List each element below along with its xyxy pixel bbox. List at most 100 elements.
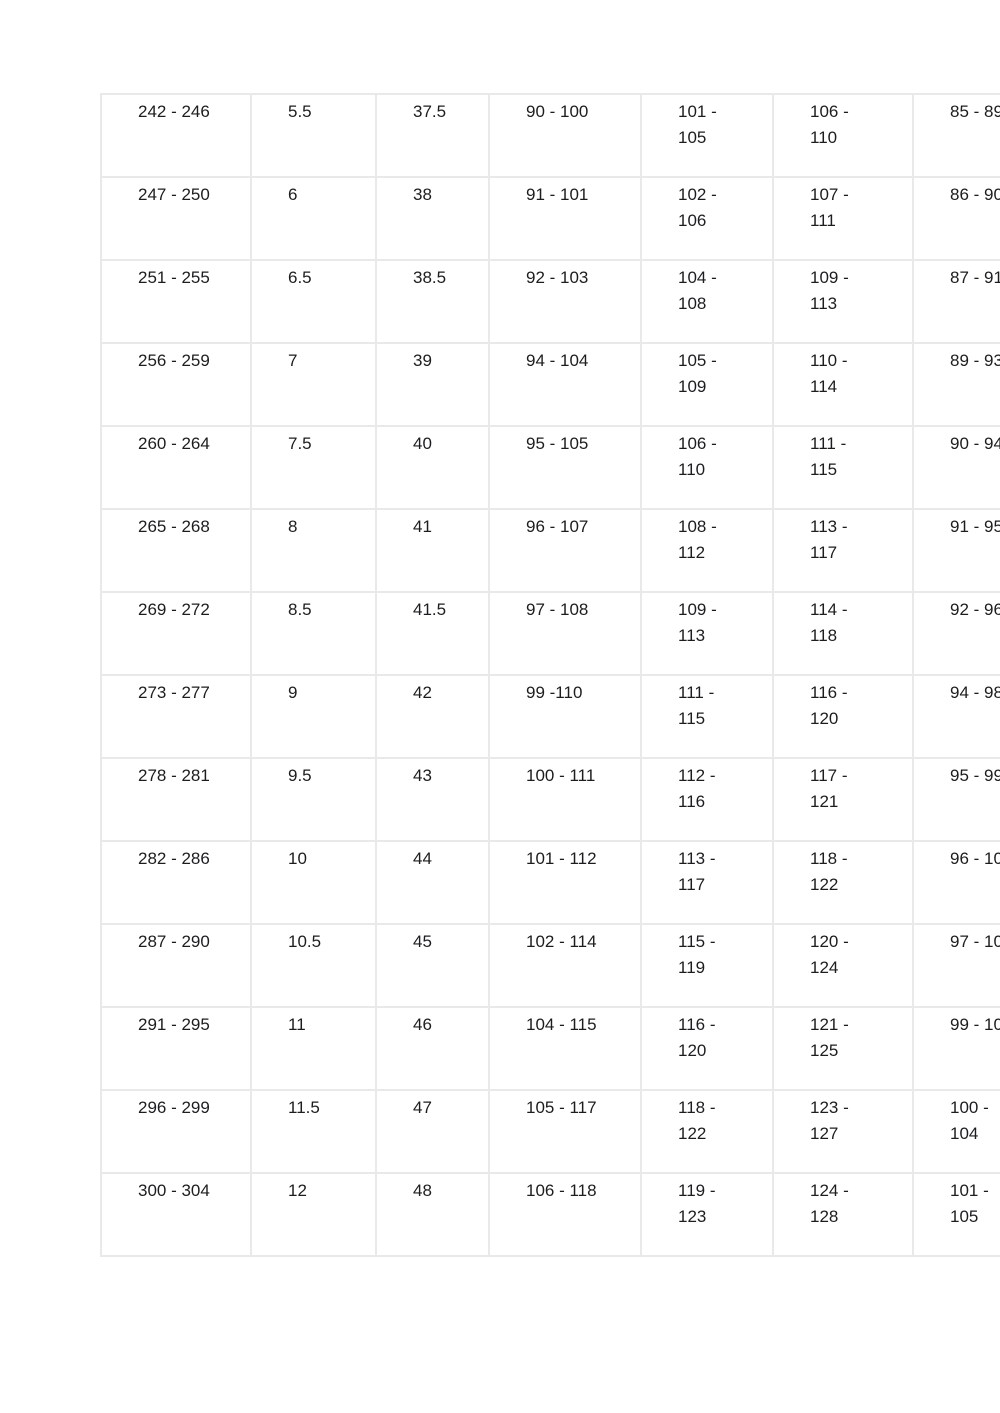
table-row: 300 - 304 12 48 106 - 118 119 - 123 124 … — [100, 1172, 1000, 1257]
table-cell: 111 - 115 — [640, 674, 774, 759]
table-cell: 96 - 100 — [912, 840, 1000, 925]
table-cell: 94 - 98 — [912, 674, 1000, 759]
table-row: 242 - 246 5.5 37.5 90 - 100 101 - 105 10… — [100, 93, 1000, 178]
table-cell: 8 — [250, 508, 377, 593]
table-cell: 42 — [375, 674, 490, 759]
table-cell: 39 — [375, 342, 490, 427]
table-row: 269 - 272 8.5 41.5 97 - 108 109 - 113 11… — [100, 591, 1000, 676]
table-row: 251 - 255 6.5 38.5 92 - 103 104 - 108 10… — [100, 259, 1000, 344]
table-cell: 89 - 93 — [912, 342, 1000, 427]
table-row: 278 - 281 9.5 43 100 - 111 112 - 116 117… — [100, 757, 1000, 842]
table-cell: 9.5 — [250, 757, 377, 842]
table-cell: 91 - 95 — [912, 508, 1000, 593]
table-cell: 106 - 118 — [488, 1172, 642, 1257]
table-cell: 104 - 115 — [488, 1006, 642, 1091]
table-cell: 111 - 115 — [772, 425, 914, 510]
table-cell: 109 - 113 — [772, 259, 914, 344]
table-cell: 296 - 299 — [100, 1089, 252, 1174]
table-cell: 7.5 — [250, 425, 377, 510]
table-row: 247 - 250 6 38 91 - 101 102 - 106 107 - … — [100, 176, 1000, 261]
table-row: 291 - 295 11 46 104 - 115 116 - 120 121 … — [100, 1006, 1000, 1091]
table-cell: 265 - 268 — [100, 508, 252, 593]
table-cell: 105 - 117 — [488, 1089, 642, 1174]
table-cell: 116 - 120 — [640, 1006, 774, 1091]
table-cell: 260 - 264 — [100, 425, 252, 510]
table-cell: 7 — [250, 342, 377, 427]
table-cell: 6.5 — [250, 259, 377, 344]
table-cell: 242 - 246 — [100, 93, 252, 178]
table-cell: 109 - 113 — [640, 591, 774, 676]
table-cell: 90 - 100 — [488, 93, 642, 178]
table-cell: 105 - 109 — [640, 342, 774, 427]
table-cell: 101 - 105 — [912, 1172, 1000, 1257]
table-cell: 251 - 255 — [100, 259, 252, 344]
table-cell: 41 — [375, 508, 490, 593]
table-cell: 287 - 290 — [100, 923, 252, 1008]
table-cell: 110 - 114 — [772, 342, 914, 427]
table-cell: 9 — [250, 674, 377, 759]
table-cell: 86 - 90 — [912, 176, 1000, 261]
table-cell: 291 - 295 — [100, 1006, 252, 1091]
table-cell: 269 - 272 — [100, 591, 252, 676]
table-cell: 90 - 94 — [912, 425, 1000, 510]
table-row: 282 - 286 10 44 101 - 112 113 - 117 118 … — [100, 840, 1000, 925]
table-cell: 106 - 110 — [772, 93, 914, 178]
table-cell: 104 - 108 — [640, 259, 774, 344]
table-cell: 106 - 110 — [640, 425, 774, 510]
table-cell: 38 — [375, 176, 490, 261]
table-cell: 101 - 105 — [640, 93, 774, 178]
table-cell: 101 - 112 — [488, 840, 642, 925]
table-cell: 273 - 277 — [100, 674, 252, 759]
table-cell: 247 - 250 — [100, 176, 252, 261]
table-cell: 99 - 103 — [912, 1006, 1000, 1091]
table-cell: 97 - 108 — [488, 591, 642, 676]
table-cell: 38.5 — [375, 259, 490, 344]
table-cell: 113 - 117 — [640, 840, 774, 925]
table-cell: 48 — [375, 1172, 490, 1257]
table-cell: 94 - 104 — [488, 342, 642, 427]
table-cell: 100 - 104 — [912, 1089, 1000, 1174]
table-row: 265 - 268 8 41 96 - 107 108 - 112 113 - … — [100, 508, 1000, 593]
table-cell: 95 - 105 — [488, 425, 642, 510]
table-cell: 99 -110 — [488, 674, 642, 759]
table-cell: 44 — [375, 840, 490, 925]
table-cell: 121 - 125 — [772, 1006, 914, 1091]
table-cell: 92 - 96 — [912, 591, 1000, 676]
table-row: 273 - 277 9 42 99 -110 111 - 115 116 - 1… — [100, 674, 1000, 759]
data-table: 242 - 246 5.5 37.5 90 - 100 101 - 105 10… — [100, 93, 1000, 1257]
table-cell: 45 — [375, 923, 490, 1008]
table-cell: 118 - 122 — [772, 840, 914, 925]
table-cell: 5.5 — [250, 93, 377, 178]
table-cell: 116 - 120 — [772, 674, 914, 759]
table-cell: 96 - 107 — [488, 508, 642, 593]
table-cell: 119 - 123 — [640, 1172, 774, 1257]
table-cell: 46 — [375, 1006, 490, 1091]
table-cell: 91 - 101 — [488, 176, 642, 261]
table-cell: 115 - 119 — [640, 923, 774, 1008]
table-cell: 117 - 121 — [772, 757, 914, 842]
table-cell: 47 — [375, 1089, 490, 1174]
table-cell: 37.5 — [375, 93, 490, 178]
table-cell: 120 - 124 — [772, 923, 914, 1008]
table-cell: 300 - 304 — [100, 1172, 252, 1257]
table-cell: 108 - 112 — [640, 508, 774, 593]
table-cell: 100 - 111 — [488, 757, 642, 842]
table-cell: 114 - 118 — [772, 591, 914, 676]
table-cell: 85 - 89 — [912, 93, 1000, 178]
table-cell: 278 - 281 — [100, 757, 252, 842]
table-row: 296 - 299 11.5 47 105 - 117 118 - 122 12… — [100, 1089, 1000, 1174]
table-cell: 6 — [250, 176, 377, 261]
table-cell: 11.5 — [250, 1089, 377, 1174]
table-cell: 256 - 259 — [100, 342, 252, 427]
table-row: 260 - 264 7.5 40 95 - 105 106 - 110 111 … — [100, 425, 1000, 510]
table-cell: 95 - 99 — [912, 757, 1000, 842]
table-cell: 107 - 111 — [772, 176, 914, 261]
table-cell: 87 - 91 — [912, 259, 1000, 344]
table-cell: 92 - 103 — [488, 259, 642, 344]
table-cell: 12 — [250, 1172, 377, 1257]
table-cell: 118 - 122 — [640, 1089, 774, 1174]
table-row: 256 - 259 7 39 94 - 104 105 - 109 110 - … — [100, 342, 1000, 427]
table-cell: 43 — [375, 757, 490, 842]
table-cell: 8.5 — [250, 591, 377, 676]
